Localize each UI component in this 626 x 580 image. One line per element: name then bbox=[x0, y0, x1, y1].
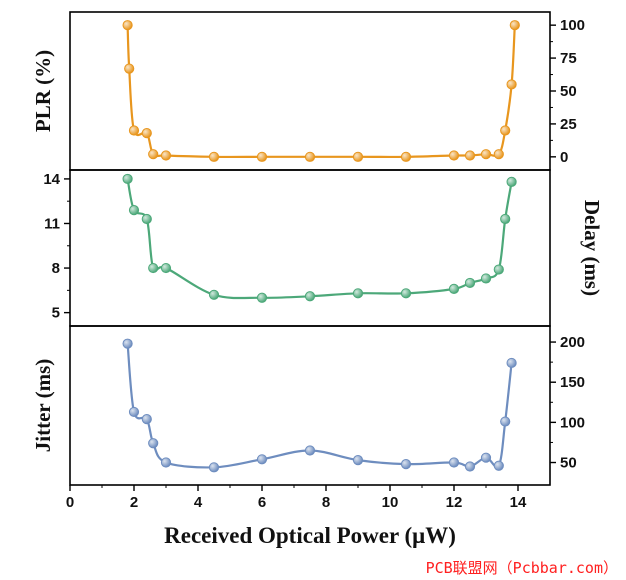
x-axis: 0 2 4 6 8 10 12 14 bbox=[66, 485, 527, 511]
data-point-jitter bbox=[148, 438, 159, 449]
data-point-jitter bbox=[400, 459, 412, 470]
data-point-delay bbox=[506, 176, 517, 187]
data-point-jitter bbox=[160, 457, 172, 468]
data-point-plr bbox=[141, 128, 152, 139]
y-axis-title-jitter: Jitter (ms) bbox=[31, 359, 55, 453]
data-point-jitter bbox=[122, 338, 133, 349]
data-point-plr bbox=[124, 63, 135, 74]
y-tick-label-plr: 75 bbox=[560, 50, 577, 67]
data-point-plr bbox=[500, 125, 511, 136]
y-tick-label-plr: 50 bbox=[560, 83, 577, 100]
data-point-plr bbox=[464, 150, 476, 161]
data-point-plr bbox=[480, 149, 492, 160]
data-point-delay bbox=[480, 273, 492, 284]
data-point-delay bbox=[141, 213, 152, 225]
y-tick-label-delay: 11 bbox=[44, 215, 60, 232]
data-point-delay bbox=[256, 292, 268, 303]
data-point-delay bbox=[208, 289, 220, 300]
x-tick-label: 0 bbox=[66, 494, 74, 511]
y-tick-label-jitter: 200 bbox=[560, 334, 585, 351]
data-point-plr bbox=[256, 151, 268, 162]
watermark: PCB联盟网（Pcbbar.com） bbox=[425, 559, 618, 577]
data-point-jitter bbox=[500, 416, 511, 427]
data-point-plr bbox=[509, 20, 520, 31]
data-point-plr bbox=[148, 149, 159, 160]
x-tick-label: 12 bbox=[446, 494, 463, 511]
x-tick-label: 2 bbox=[130, 494, 138, 511]
data-point-delay bbox=[464, 277, 476, 289]
series-line-plr bbox=[126, 25, 516, 159]
data-point-plr bbox=[400, 151, 412, 162]
data-point-jitter bbox=[304, 445, 316, 456]
series-line-jitter bbox=[126, 343, 513, 469]
data-point-plr bbox=[122, 20, 133, 31]
y-tick-label-jitter: 50 bbox=[560, 455, 577, 472]
data-point-plr bbox=[506, 79, 517, 90]
data-point-delay bbox=[128, 205, 140, 216]
panel-frame-delay bbox=[69, 169, 551, 327]
y-axis-title-delay: Delay (ms) bbox=[580, 200, 604, 296]
data-point-jitter bbox=[480, 452, 492, 463]
data-point-jitter bbox=[128, 406, 140, 418]
data-point-delay bbox=[500, 213, 511, 225]
data-point-jitter bbox=[448, 457, 460, 468]
x-tick-label: 6 bbox=[258, 494, 266, 511]
y-tick-label-delay: 14 bbox=[43, 171, 60, 188]
data-point-jitter bbox=[493, 460, 504, 471]
data-point-delay bbox=[304, 291, 316, 302]
data-point-jitter bbox=[208, 462, 220, 473]
data-point-delay bbox=[122, 173, 133, 185]
data-point-jitter bbox=[256, 454, 268, 465]
y-axis-title-plr: PLR (%) bbox=[31, 50, 55, 132]
panel-plr: 0 25 50 75 100 PLR (%) bbox=[31, 11, 585, 171]
data-point-delay bbox=[148, 262, 159, 274]
panel-frame-plr bbox=[69, 11, 551, 171]
y-tick-label-jitter: 100 bbox=[560, 414, 585, 431]
data-point-delay bbox=[493, 264, 504, 275]
data-point-jitter bbox=[464, 461, 476, 472]
data-point-plr bbox=[160, 150, 172, 161]
data-point-plr bbox=[493, 149, 504, 160]
y-tick-label-plr: 0 bbox=[560, 149, 568, 166]
data-point-plr bbox=[304, 151, 316, 162]
panel-jitter: 50 100 150 200 Jitter (ms) bbox=[31, 325, 585, 486]
y-tick-label-jitter: 150 bbox=[560, 374, 585, 391]
data-point-delay bbox=[352, 288, 364, 299]
data-point-jitter bbox=[506, 357, 517, 369]
data-point-delay bbox=[400, 288, 412, 299]
series-line-delay bbox=[126, 178, 513, 300]
y-tick-label-delay: 8 bbox=[52, 260, 60, 277]
y-tick-label-plr: 25 bbox=[560, 116, 577, 133]
x-tick-label: 10 bbox=[382, 494, 399, 511]
data-point-plr bbox=[448, 150, 460, 161]
data-point-plr bbox=[352, 151, 364, 162]
x-tick-label: 4 bbox=[194, 494, 203, 511]
panel-frame-jitter bbox=[69, 325, 551, 486]
data-point-delay bbox=[160, 262, 172, 274]
data-point-plr bbox=[128, 125, 140, 136]
x-axis-title: Received Optical Power (μW) bbox=[164, 523, 456, 548]
panel-delay: 5 8 11 14 Delay (ms) bbox=[43, 169, 604, 327]
x-tick-label: 8 bbox=[322, 494, 330, 511]
data-point-jitter bbox=[352, 455, 364, 466]
x-tick-label: 14 bbox=[510, 494, 527, 511]
data-point-jitter bbox=[141, 414, 152, 425]
data-point-plr bbox=[208, 151, 220, 162]
y-tick-label-delay: 5 bbox=[52, 305, 60, 322]
y-tick-label-plr: 100 bbox=[560, 17, 585, 34]
data-point-delay bbox=[448, 283, 460, 294]
